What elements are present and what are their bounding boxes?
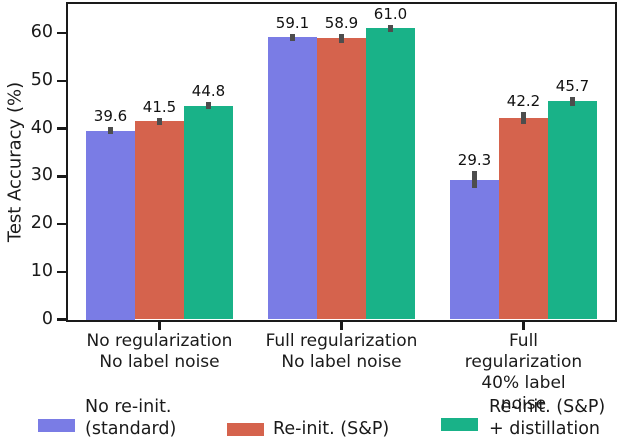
error-bar (157, 117, 162, 126)
legend-swatch (441, 418, 478, 431)
error-bar (388, 24, 393, 33)
y-tick-label: 30 (30, 165, 53, 186)
y-tick-label: 60 (30, 22, 53, 43)
x-tick (522, 322, 525, 330)
bar-value-label: 39.6 (93, 106, 128, 125)
bar (450, 179, 499, 320)
x-group-label: Full regularization No label noise (265, 331, 418, 372)
y-tick (57, 175, 66, 178)
bar (184, 105, 233, 320)
bar-value-label: 42.2 (506, 91, 541, 110)
error-bar (472, 171, 477, 189)
bar (268, 37, 317, 320)
y-tick (57, 270, 66, 274)
legend-label: Re-init. (S&P) (273, 419, 390, 439)
bar-value-label: 58.9 (324, 13, 359, 32)
y-tick-label: 0 (41, 308, 53, 329)
legend-swatch (227, 423, 264, 436)
y-tick (57, 127, 66, 130)
x-tick (340, 322, 343, 330)
error-bar (108, 126, 113, 135)
bar-value-label: 41.5 (142, 97, 177, 116)
y-tick-label: 50 (30, 69, 53, 90)
y-tick (57, 79, 66, 83)
bar (86, 130, 135, 320)
x-group-label: Full regularization 40% label noise (464, 331, 583, 414)
bar-value-label: 45.7 (555, 76, 590, 95)
bar-value-label: 61.0 (373, 4, 408, 23)
legend-swatch (38, 419, 75, 432)
x-tick (158, 322, 161, 330)
bar (499, 118, 548, 320)
legend-label: No re-init. (standard) (85, 397, 177, 439)
legend-label: Re-init. (S&P) + distillation (489, 397, 606, 439)
bar-value-label: 59.1 (275, 13, 310, 32)
bar (366, 28, 415, 320)
y-tick (57, 222, 66, 226)
error-bar (570, 96, 575, 107)
bar-value-label: 44.8 (191, 81, 226, 100)
bar-value-label: 29.3 (457, 151, 492, 170)
y-tick-label: 40 (30, 117, 53, 138)
bar (317, 38, 366, 320)
y-tick-label: 20 (30, 213, 53, 234)
x-group-label: No regularization No label noise (86, 331, 233, 372)
error-bar (521, 111, 526, 125)
error-bar (206, 101, 211, 110)
error-bar (290, 33, 295, 42)
y-tick-label: 10 (30, 260, 53, 281)
bar (135, 121, 184, 320)
error-bar (339, 33, 344, 44)
y-tick (57, 31, 66, 35)
y-tick (57, 318, 66, 321)
bar (548, 101, 597, 320)
